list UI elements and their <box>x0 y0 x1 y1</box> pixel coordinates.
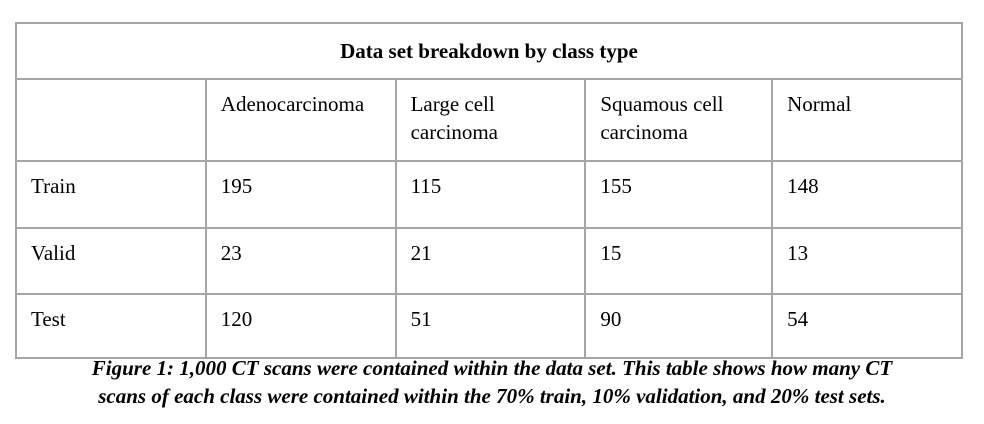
table-cell: 120 <box>204 293 397 359</box>
header-cell-empty <box>15 78 207 162</box>
table-cell: 115 <box>394 160 587 229</box>
table-cell: 13 <box>771 227 963 295</box>
table-cell: 23 <box>204 227 397 295</box>
table-header-row: Adenocarcinoma Large cell carcinoma Squa… <box>15 78 963 162</box>
table-title: Data set breakdown by class type <box>15 22 963 80</box>
row-label: Test <box>15 293 207 359</box>
header-cell-large-cell-carcinoma: Large cell carcinoma <box>394 78 587 162</box>
data-table-container: Data set breakdown by class type Adenoca… <box>15 22 963 359</box>
table-row-train: Train 195 115 155 148 <box>15 160 963 229</box>
header-cell-adenocarcinoma: Adenocarcinoma <box>204 78 397 162</box>
table-row-valid: Valid 23 21 15 13 <box>15 227 963 295</box>
table-cell: 148 <box>771 160 963 229</box>
class-breakdown-table: Data set breakdown by class type Adenoca… <box>15 22 963 359</box>
table-cell: 54 <box>771 293 963 359</box>
figure-caption: Figure 1: 1,000 CT scans were contained … <box>0 354 984 410</box>
table-cell: 195 <box>204 160 397 229</box>
table-cell: 155 <box>584 160 774 229</box>
header-cell-squamous-cell-carcinoma: Squamous cell carcinoma <box>584 78 774 162</box>
table-cell: 51 <box>394 293 587 359</box>
row-label: Valid <box>15 227 207 295</box>
table-cell: 15 <box>584 227 774 295</box>
row-label: Train <box>15 160 207 229</box>
table-cell: 21 <box>394 227 587 295</box>
caption-line-2: scans of each class were contained withi… <box>98 384 886 408</box>
table-cell: 90 <box>584 293 774 359</box>
table-row-test: Test 120 51 90 54 <box>15 293 963 359</box>
header-cell-normal: Normal <box>771 78 963 162</box>
caption-line-1: Figure 1: 1,000 CT scans were contained … <box>91 356 893 380</box>
table-title-row: Data set breakdown by class type <box>15 22 963 80</box>
